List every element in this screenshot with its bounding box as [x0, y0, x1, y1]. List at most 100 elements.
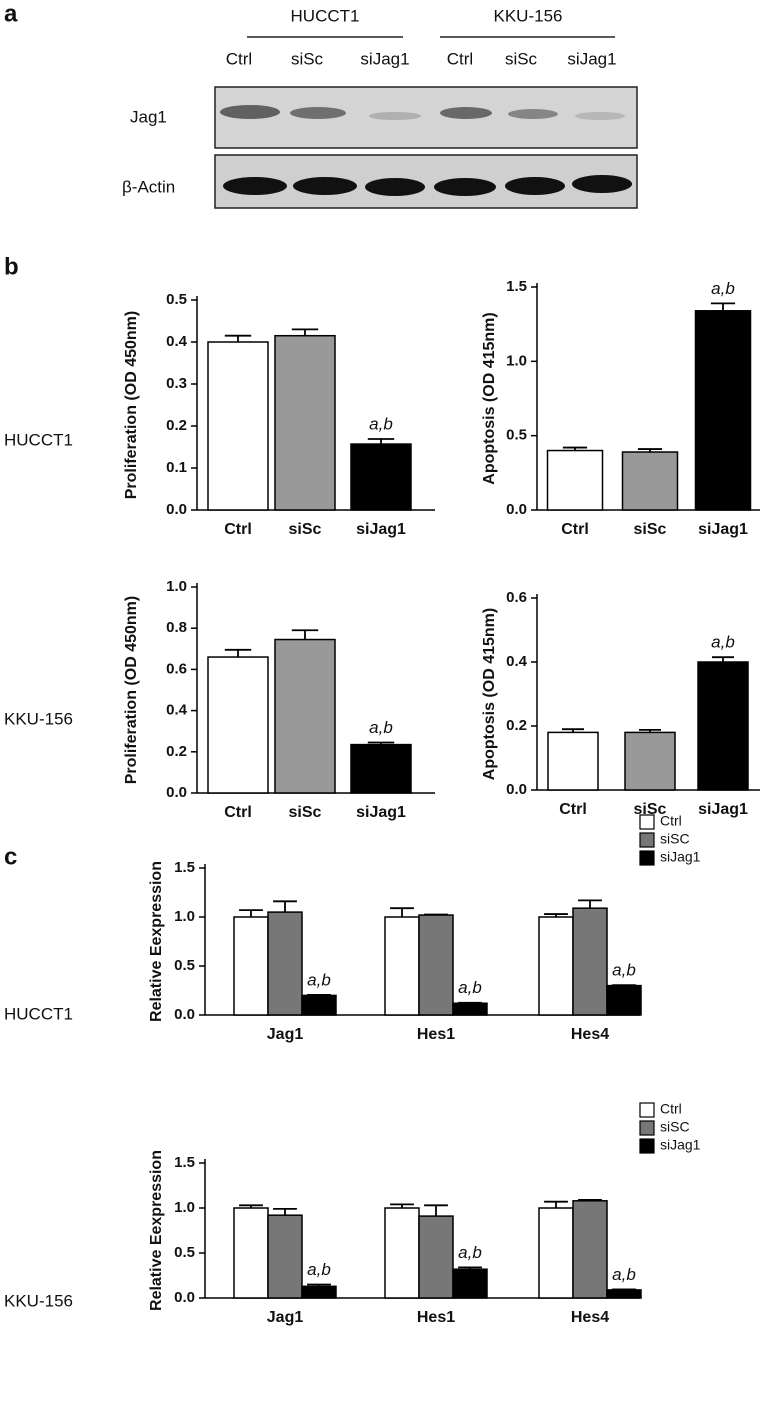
annotation: a,b [458, 978, 482, 997]
bar [233, 1207, 269, 1299]
y-tick-label: 0.0 [174, 1006, 195, 1023]
blot-group: KKU-156 [494, 6, 563, 25]
y-tick-label: 0.2 [506, 717, 527, 734]
error-bar [637, 448, 663, 453]
bar [624, 731, 676, 791]
y-tick-label: 0.5 [506, 427, 527, 444]
legend-swatch [639, 1138, 655, 1154]
panel-label: a [4, 0, 18, 27]
x-tick-label: Ctrl [224, 804, 252, 821]
error-bar [710, 302, 736, 311]
band [220, 105, 280, 119]
error-bar [367, 741, 395, 745]
band [440, 107, 492, 119]
bar [207, 341, 269, 511]
error-bar [712, 656, 734, 662]
x-tick-label: Hes1 [417, 1026, 455, 1043]
annotation: a,b [711, 633, 735, 652]
legend-swatch [639, 832, 655, 848]
row-label: HUCCT1 [4, 1004, 73, 1023]
legend-swatch [639, 1102, 655, 1118]
error-bar [424, 1204, 448, 1217]
band [434, 178, 496, 196]
x-tick-label: Hes4 [571, 1026, 609, 1043]
x-tick-label: siJag1 [698, 521, 748, 538]
bar [452, 1002, 488, 1016]
y-tick-label: 1.0 [174, 908, 195, 925]
bar [572, 907, 608, 1016]
bar [350, 743, 412, 794]
y-axis-label: Apoptosis (OD 415nm) [481, 608, 498, 780]
y-tick-label: 1.0 [174, 1199, 195, 1216]
lane-label: siJag1 [567, 49, 616, 68]
y-tick-label: 0.0 [174, 1289, 195, 1306]
y-axis-label: Relative Eexpression [148, 1150, 165, 1311]
x-tick-label: siJag1 [698, 801, 748, 818]
x-tick-label: Jag1 [267, 1026, 304, 1043]
band [365, 178, 425, 196]
bar [267, 911, 303, 1016]
error-bar [544, 1200, 568, 1208]
panel-label: c [4, 843, 17, 870]
error-bar [224, 648, 252, 658]
error-bar [578, 1199, 602, 1201]
y-tick-label: 1.5 [174, 1154, 195, 1171]
band [369, 112, 421, 120]
lane-label: siSc [291, 49, 324, 68]
y-tick-label: 1.5 [174, 859, 195, 876]
bar [267, 1214, 303, 1299]
bar [697, 661, 749, 791]
bar [207, 656, 269, 794]
lane-label: Ctrl [447, 49, 473, 68]
y-tick-label: 0.6 [166, 660, 187, 677]
y-axis-label: Proliferation (OD 450nm) [123, 596, 140, 784]
annotation: a,b [307, 970, 331, 989]
y-tick-label: 0.2 [166, 417, 187, 434]
x-tick-label: Hes4 [571, 1309, 609, 1326]
annotation: a,b [612, 961, 636, 980]
x-tick-label: Ctrl [561, 521, 589, 538]
bar [350, 443, 412, 511]
row-label: KKU-156 [4, 1291, 73, 1310]
bar [621, 451, 679, 511]
y-tick-label: 0.4 [166, 333, 188, 350]
y-tick-label: 0.5 [174, 957, 195, 974]
error-bar [273, 1208, 297, 1216]
error-bar [367, 438, 395, 445]
bar [538, 916, 574, 1016]
annotation: a,b [307, 1260, 331, 1279]
band [505, 177, 565, 195]
x-tick-label: siSc [634, 801, 667, 818]
error-bar [273, 900, 297, 913]
y-tick-label: 0.5 [166, 291, 187, 308]
annotation: a,b [369, 718, 393, 737]
bar [233, 916, 269, 1016]
y-tick-label: 0.8 [166, 619, 187, 636]
error-bar [578, 899, 602, 909]
error-bar [639, 728, 661, 733]
legend-label: Ctrl [660, 813, 682, 829]
x-tick-label: siSc [289, 521, 322, 538]
legend-label: siSC [660, 1119, 690, 1135]
legend-label: siJag1 [660, 1137, 701, 1153]
row-label: HUCCT1 [4, 430, 73, 449]
y-tick-label: 0.0 [166, 501, 187, 518]
y-tick-label: 0.0 [166, 784, 187, 801]
lane-label: siJag1 [360, 49, 409, 68]
y-tick-label: 1.0 [506, 352, 527, 369]
bar [547, 731, 599, 791]
bar [418, 914, 454, 1016]
annotation: a,b [612, 1265, 636, 1284]
legend-swatch [639, 850, 655, 866]
x-tick-label: siJag1 [356, 521, 406, 538]
x-tick-label: Jag1 [267, 1309, 304, 1326]
blot-box [214, 154, 638, 209]
error-bar [291, 629, 319, 640]
bar [452, 1268, 488, 1299]
panel-label: b [4, 253, 19, 280]
annotation: a,b [458, 1243, 482, 1262]
bar [384, 1207, 420, 1299]
blot-group: HUCCT1 [291, 6, 360, 25]
y-tick-label: 0.1 [166, 459, 187, 476]
